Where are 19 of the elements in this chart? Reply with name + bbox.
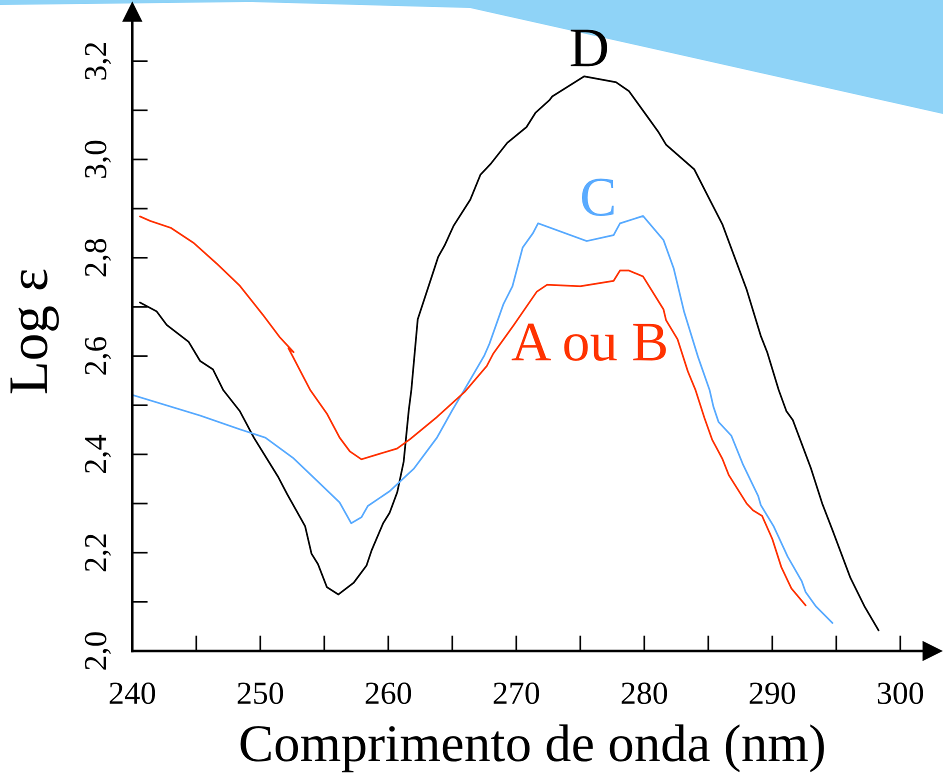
y-tick-label: 2,2	[84, 534, 111, 572]
y-tick-label: 2,0	[84, 632, 111, 670]
x-tick-label: 260	[366, 682, 412, 704]
y-tick-label: 2,8	[84, 239, 111, 276]
y-tick-label: 3,2	[84, 42, 111, 80]
x-tick-label: 250	[238, 682, 284, 704]
x-tick-label: 270	[494, 682, 540, 704]
y-axis-title: Log ε	[10, 270, 59, 394]
x-tick-label: 240	[110, 682, 156, 704]
y-tick-label: 2,6	[84, 337, 111, 375]
y-tick-label: 3,0	[84, 140, 111, 178]
series-label: C	[582, 178, 614, 216]
x-tick-label: 300	[878, 682, 924, 704]
x-tick-label: 290	[750, 682, 796, 704]
series-label: D	[570, 30, 608, 66]
y-tick-label: 2,4	[84, 434, 111, 473]
x-tick-label: 280	[622, 682, 668, 704]
series-label: A ou B	[512, 324, 666, 361]
x-axis-title: Comprimento de onda (nm)	[240, 724, 824, 772]
